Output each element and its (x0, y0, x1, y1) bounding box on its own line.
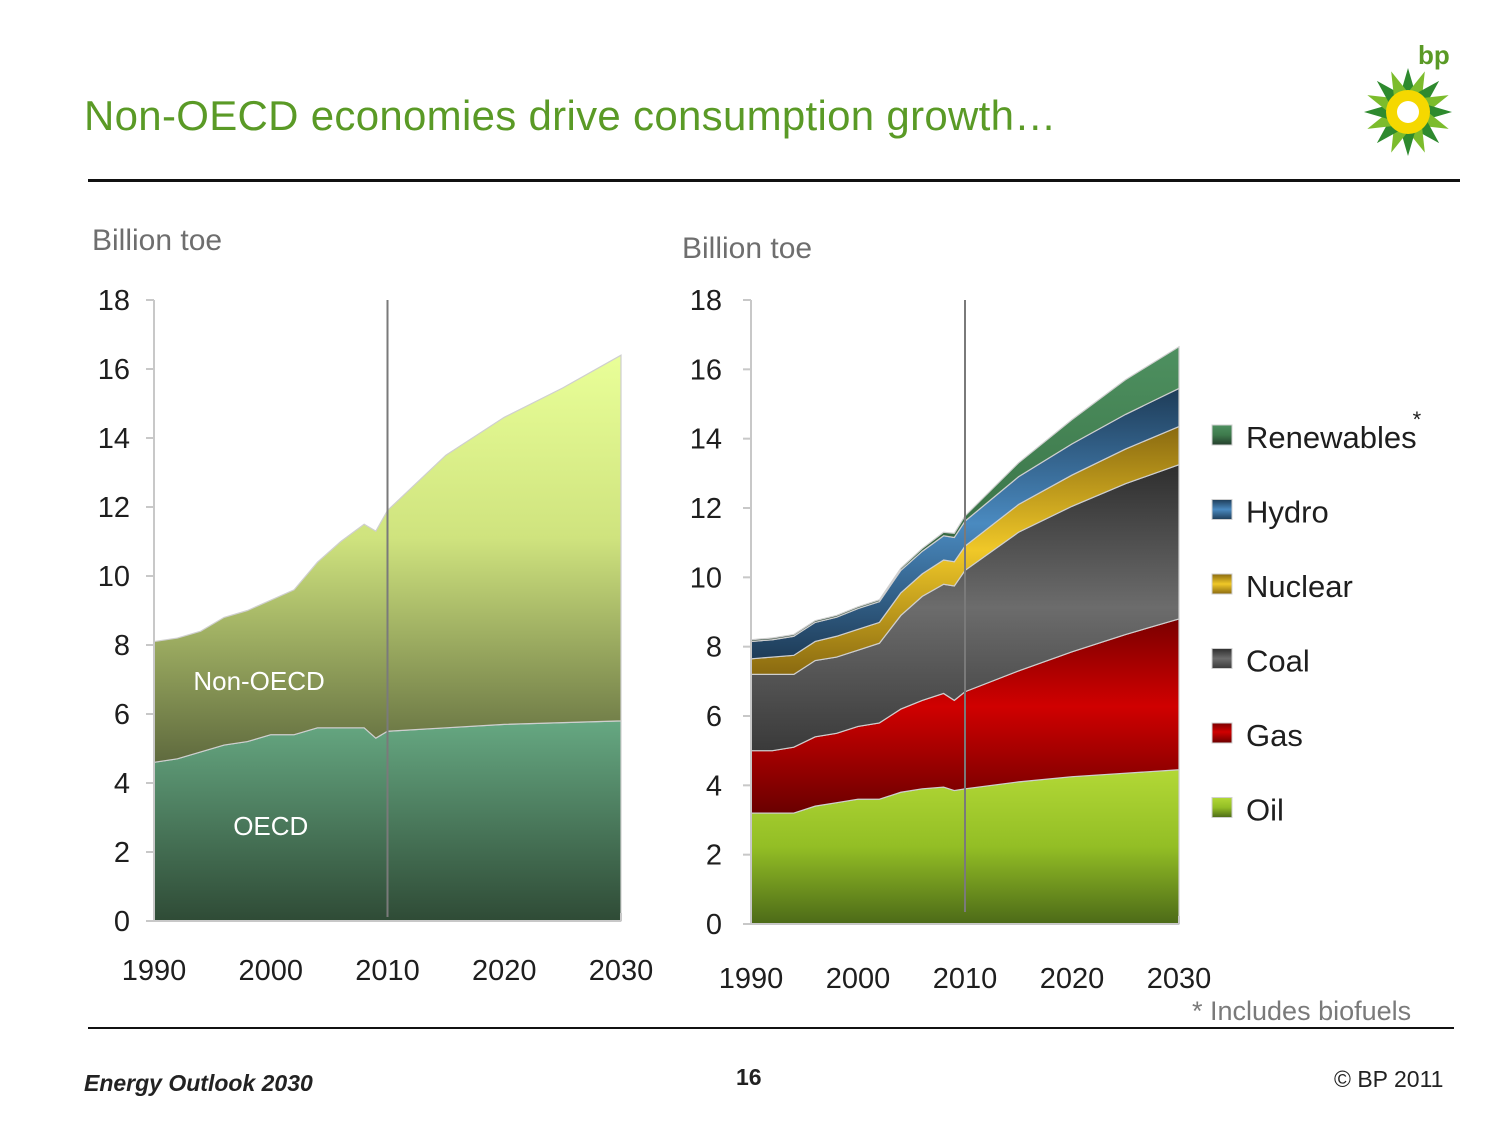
y-tick-label: 2 (114, 837, 130, 869)
logo-center (1397, 101, 1419, 123)
x-tick-label: 1990 (719, 963, 784, 995)
logo-ray (1391, 71, 1407, 97)
x-tick-label: 2030 (1147, 963, 1212, 995)
y-tick-label: 12 (98, 492, 130, 524)
legend-label-oil: Oil (1246, 793, 1284, 828)
bp-logo-text: bp (1418, 40, 1450, 70)
area-label-oecd: OECD (233, 811, 308, 841)
bp-logo: bp (1364, 40, 1452, 156)
x-tick-label: 2010 (933, 963, 998, 995)
y-tick-label: 12 (690, 493, 722, 525)
footer-publication: Energy Outlook 2030 (84, 1070, 313, 1096)
y-tick-label: 16 (98, 354, 130, 386)
x-tick-label: 2020 (472, 955, 537, 987)
area-renewables (750, 345, 1180, 643)
x-tick-label: 2030 (589, 955, 654, 987)
x-tick-label: 2010 (355, 955, 420, 987)
consumption-by-region-chart: Billion toe 0 2 4 6 8 10 12 14 16 18 1990 2000 2010 20… (92, 224, 653, 987)
y-tick-label: 4 (114, 768, 130, 800)
logo-ray (1364, 105, 1388, 119)
legend-swatch-oil (1211, 797, 1233, 818)
page-number: 16 (736, 1064, 762, 1090)
y-tick-label: 10 (690, 562, 722, 594)
legend-label-coal: Coal (1246, 644, 1310, 679)
slide-title: Non-OECD economies drive consumption gro… (84, 92, 1057, 139)
logo-ray (1367, 95, 1393, 111)
logo-ray (1401, 68, 1415, 92)
y-tick-label: 0 (706, 909, 722, 941)
y-tick-label: 8 (706, 632, 722, 664)
y-tick-label: 18 (98, 285, 130, 317)
logo-ray (1423, 113, 1449, 129)
footnote: * Includes biofuels (1192, 996, 1412, 1026)
legend-swatch-hydro (1211, 499, 1233, 520)
y-tick-label: 10 (98, 561, 130, 593)
y-tick-label: 4 (706, 770, 722, 802)
y-tick-label: 2 (706, 840, 722, 872)
top-rule (88, 179, 1460, 182)
copyright: © BP 2011 (1334, 1066, 1444, 1092)
x-tick-label: 1990 (122, 955, 187, 987)
logo-ray (1409, 71, 1425, 97)
logo-ray (1428, 105, 1452, 119)
legend-label-hydro: Hydro (1246, 495, 1329, 530)
consumption-by-fuel-chart: Billion toe 0 2 4 6 8 10 12 14 16 18 1990 2000 2010 20… (682, 232, 1422, 995)
legend-swatch-nuclear (1211, 573, 1233, 595)
logo-ray (1401, 132, 1415, 156)
legend-label-nuclear: Nuclear (1246, 569, 1353, 604)
legend-label-renewables: Renewables (1246, 420, 1417, 455)
y-tick-label: 6 (114, 699, 130, 731)
y-tick-label: 0 (114, 906, 130, 938)
legend-swatch-gas (1211, 722, 1233, 744)
legend-label-gas: Gas (1246, 718, 1303, 753)
y-tick-label: 14 (690, 424, 722, 456)
y-axis-title: Billion toe (682, 232, 812, 265)
y-tick-label: 14 (98, 423, 130, 455)
legend-swatch-coal (1211, 648, 1233, 669)
legend-asterisk: * (1413, 407, 1422, 432)
legend-swatch-renewables (1211, 424, 1233, 446)
y-axis-title: Billion toe (92, 224, 222, 257)
logo-ray (1391, 127, 1407, 153)
area-label-non-oecd: Non-OECD (193, 666, 324, 696)
x-tick-label: 2000 (826, 963, 891, 995)
y-tick-label: 6 (706, 701, 722, 733)
bottom-rule (88, 1027, 1454, 1029)
y-tick-label: 18 (690, 285, 722, 317)
y-tick-label: 8 (114, 630, 130, 662)
x-tick-label: 2000 (238, 955, 303, 987)
y-tick-label: 16 (690, 354, 722, 386)
x-tick-label: 2020 (1040, 963, 1105, 995)
